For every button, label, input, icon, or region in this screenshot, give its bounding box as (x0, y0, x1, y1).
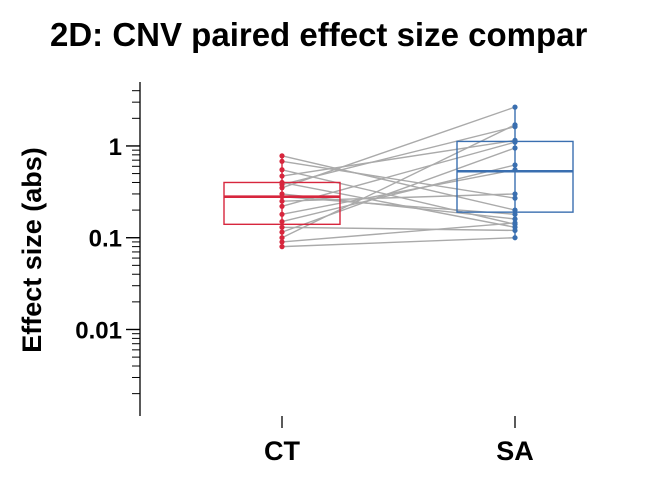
point-ct (279, 198, 285, 204)
pair-line (281, 147, 516, 233)
point-ct (279, 218, 285, 225)
pair-line (281, 155, 516, 211)
point-ct (279, 229, 285, 235)
chart-title: 2D: CNV paired effect size compar (50, 16, 587, 53)
point-sa (512, 191, 518, 197)
point-sa (512, 104, 518, 110)
x-tick-label: CT (264, 436, 300, 466)
pair-line (281, 124, 516, 239)
point-ct (279, 239, 285, 245)
pair-line (281, 237, 516, 248)
pair-line (281, 164, 516, 223)
x-tick-label: SA (496, 436, 534, 466)
point-sa (512, 139, 518, 145)
pair-line (281, 160, 516, 199)
point-sa (512, 167, 518, 173)
point-sa (512, 216, 518, 222)
pair-line (281, 169, 516, 215)
point-ct (279, 224, 285, 230)
point-ct (279, 173, 285, 179)
pair-line (281, 222, 516, 243)
point-ct (279, 203, 285, 209)
y-axis-title: Effect size (abs) (17, 147, 47, 353)
pair-line (281, 193, 516, 202)
point-ct (279, 211, 285, 217)
y-tick-label: 1 (109, 134, 122, 161)
point-sa (512, 162, 518, 168)
point-sa (512, 235, 518, 241)
x-axis: CT SA (264, 416, 534, 466)
point-ct (279, 194, 285, 200)
point-sa (512, 227, 518, 234)
pair-line (281, 226, 516, 232)
y-tick-label: 0.01 (75, 317, 122, 344)
point-ct (279, 153, 285, 159)
y-axis: 0.01 0.1 1 (75, 82, 141, 416)
point-sa (512, 211, 518, 217)
point-sa (512, 207, 518, 213)
point-ct (279, 167, 285, 173)
point-sa (512, 195, 518, 201)
point-ct (279, 185, 285, 191)
point-sa (512, 220, 518, 226)
pair-line (281, 193, 516, 220)
pair-line (281, 106, 516, 189)
pair-line (281, 139, 516, 177)
y-tick-label: 0.1 (89, 226, 122, 253)
point-ct (279, 244, 285, 250)
point-sa (512, 145, 518, 151)
points (279, 104, 518, 250)
pair-lines (281, 106, 516, 248)
point-ct (279, 235, 285, 241)
point-sa (512, 122, 518, 128)
point-ct (279, 158, 285, 164)
